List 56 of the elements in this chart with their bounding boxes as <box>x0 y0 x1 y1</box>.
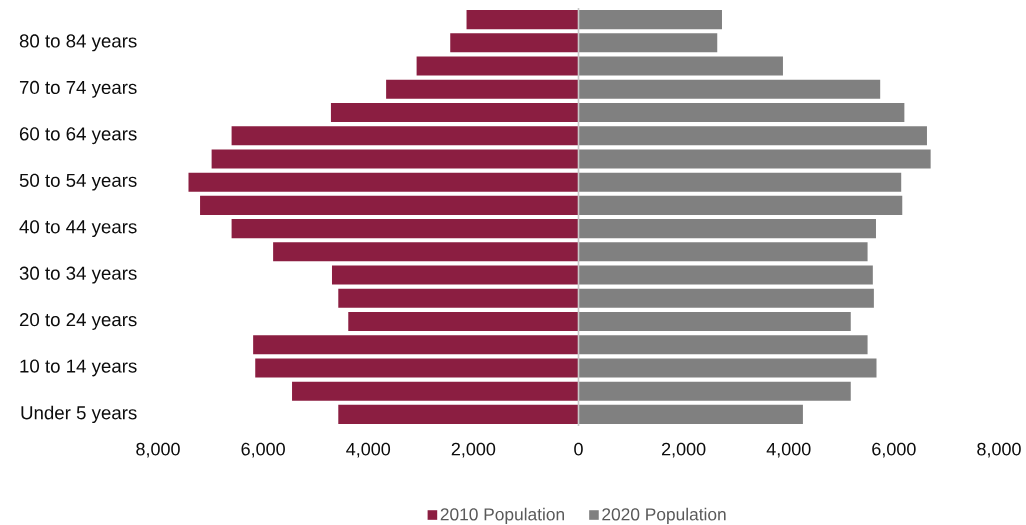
bar <box>578 265 873 285</box>
x-tick-label: 2,000 <box>661 442 706 458</box>
bar <box>273 242 579 262</box>
bar <box>231 219 579 239</box>
bar <box>450 33 579 53</box>
y-tick-label: 70 to 74 years <box>19 80 137 98</box>
y-tick-label: Under 5 years <box>21 405 137 424</box>
x-tick-label: 8,000 <box>136 442 180 458</box>
bar <box>578 56 783 76</box>
x-tick-label: 2,000 <box>451 442 496 458</box>
bar <box>578 195 903 215</box>
legend-label: 2020 Population <box>602 507 726 524</box>
x-tick-label: 0 <box>574 442 583 456</box>
bar <box>578 358 877 378</box>
y-tick-label: 80 to 84 years <box>19 34 137 52</box>
bar <box>578 10 722 30</box>
bar <box>330 102 579 123</box>
x-tick-label: 4,000 <box>766 442 811 458</box>
bar <box>578 219 876 239</box>
bar <box>578 172 902 192</box>
bar <box>578 102 905 123</box>
bar <box>578 79 881 99</box>
bar <box>331 265 579 285</box>
bar <box>255 358 579 378</box>
legend-label: 2010 Population <box>440 507 564 524</box>
bar <box>292 381 579 401</box>
x-tick-label: 4,000 <box>346 442 391 458</box>
y-tick-label: 30 to 34 years <box>19 266 137 284</box>
bar <box>253 335 579 355</box>
bar <box>578 404 803 424</box>
y-tick-label: 20 to 24 years <box>19 313 137 330</box>
y-tick-label: 50 to 54 years <box>19 173 137 191</box>
bar <box>211 149 579 169</box>
bar <box>578 242 868 262</box>
bar <box>578 288 874 308</box>
x-tick-label: 6,000 <box>872 442 916 458</box>
bar <box>578 33 718 53</box>
bar <box>578 149 931 169</box>
bar <box>578 381 851 401</box>
bar <box>188 172 579 192</box>
y-tick-label: 60 to 64 years <box>19 127 137 145</box>
bar <box>338 404 579 424</box>
bar <box>338 288 579 308</box>
bar <box>578 126 927 146</box>
y-tick-label: 10 to 14 years <box>20 359 137 377</box>
y-tick-label: 40 to 44 years <box>19 220 137 238</box>
bar <box>200 195 579 215</box>
bar <box>231 126 579 146</box>
bar <box>578 311 851 332</box>
bar <box>386 79 579 99</box>
x-tick-label: 6,000 <box>241 442 285 458</box>
bar <box>416 56 579 76</box>
bar <box>466 10 579 30</box>
x-tick-label: 8,000 <box>977 442 1021 458</box>
bar <box>348 311 579 332</box>
bar <box>578 335 868 355</box>
